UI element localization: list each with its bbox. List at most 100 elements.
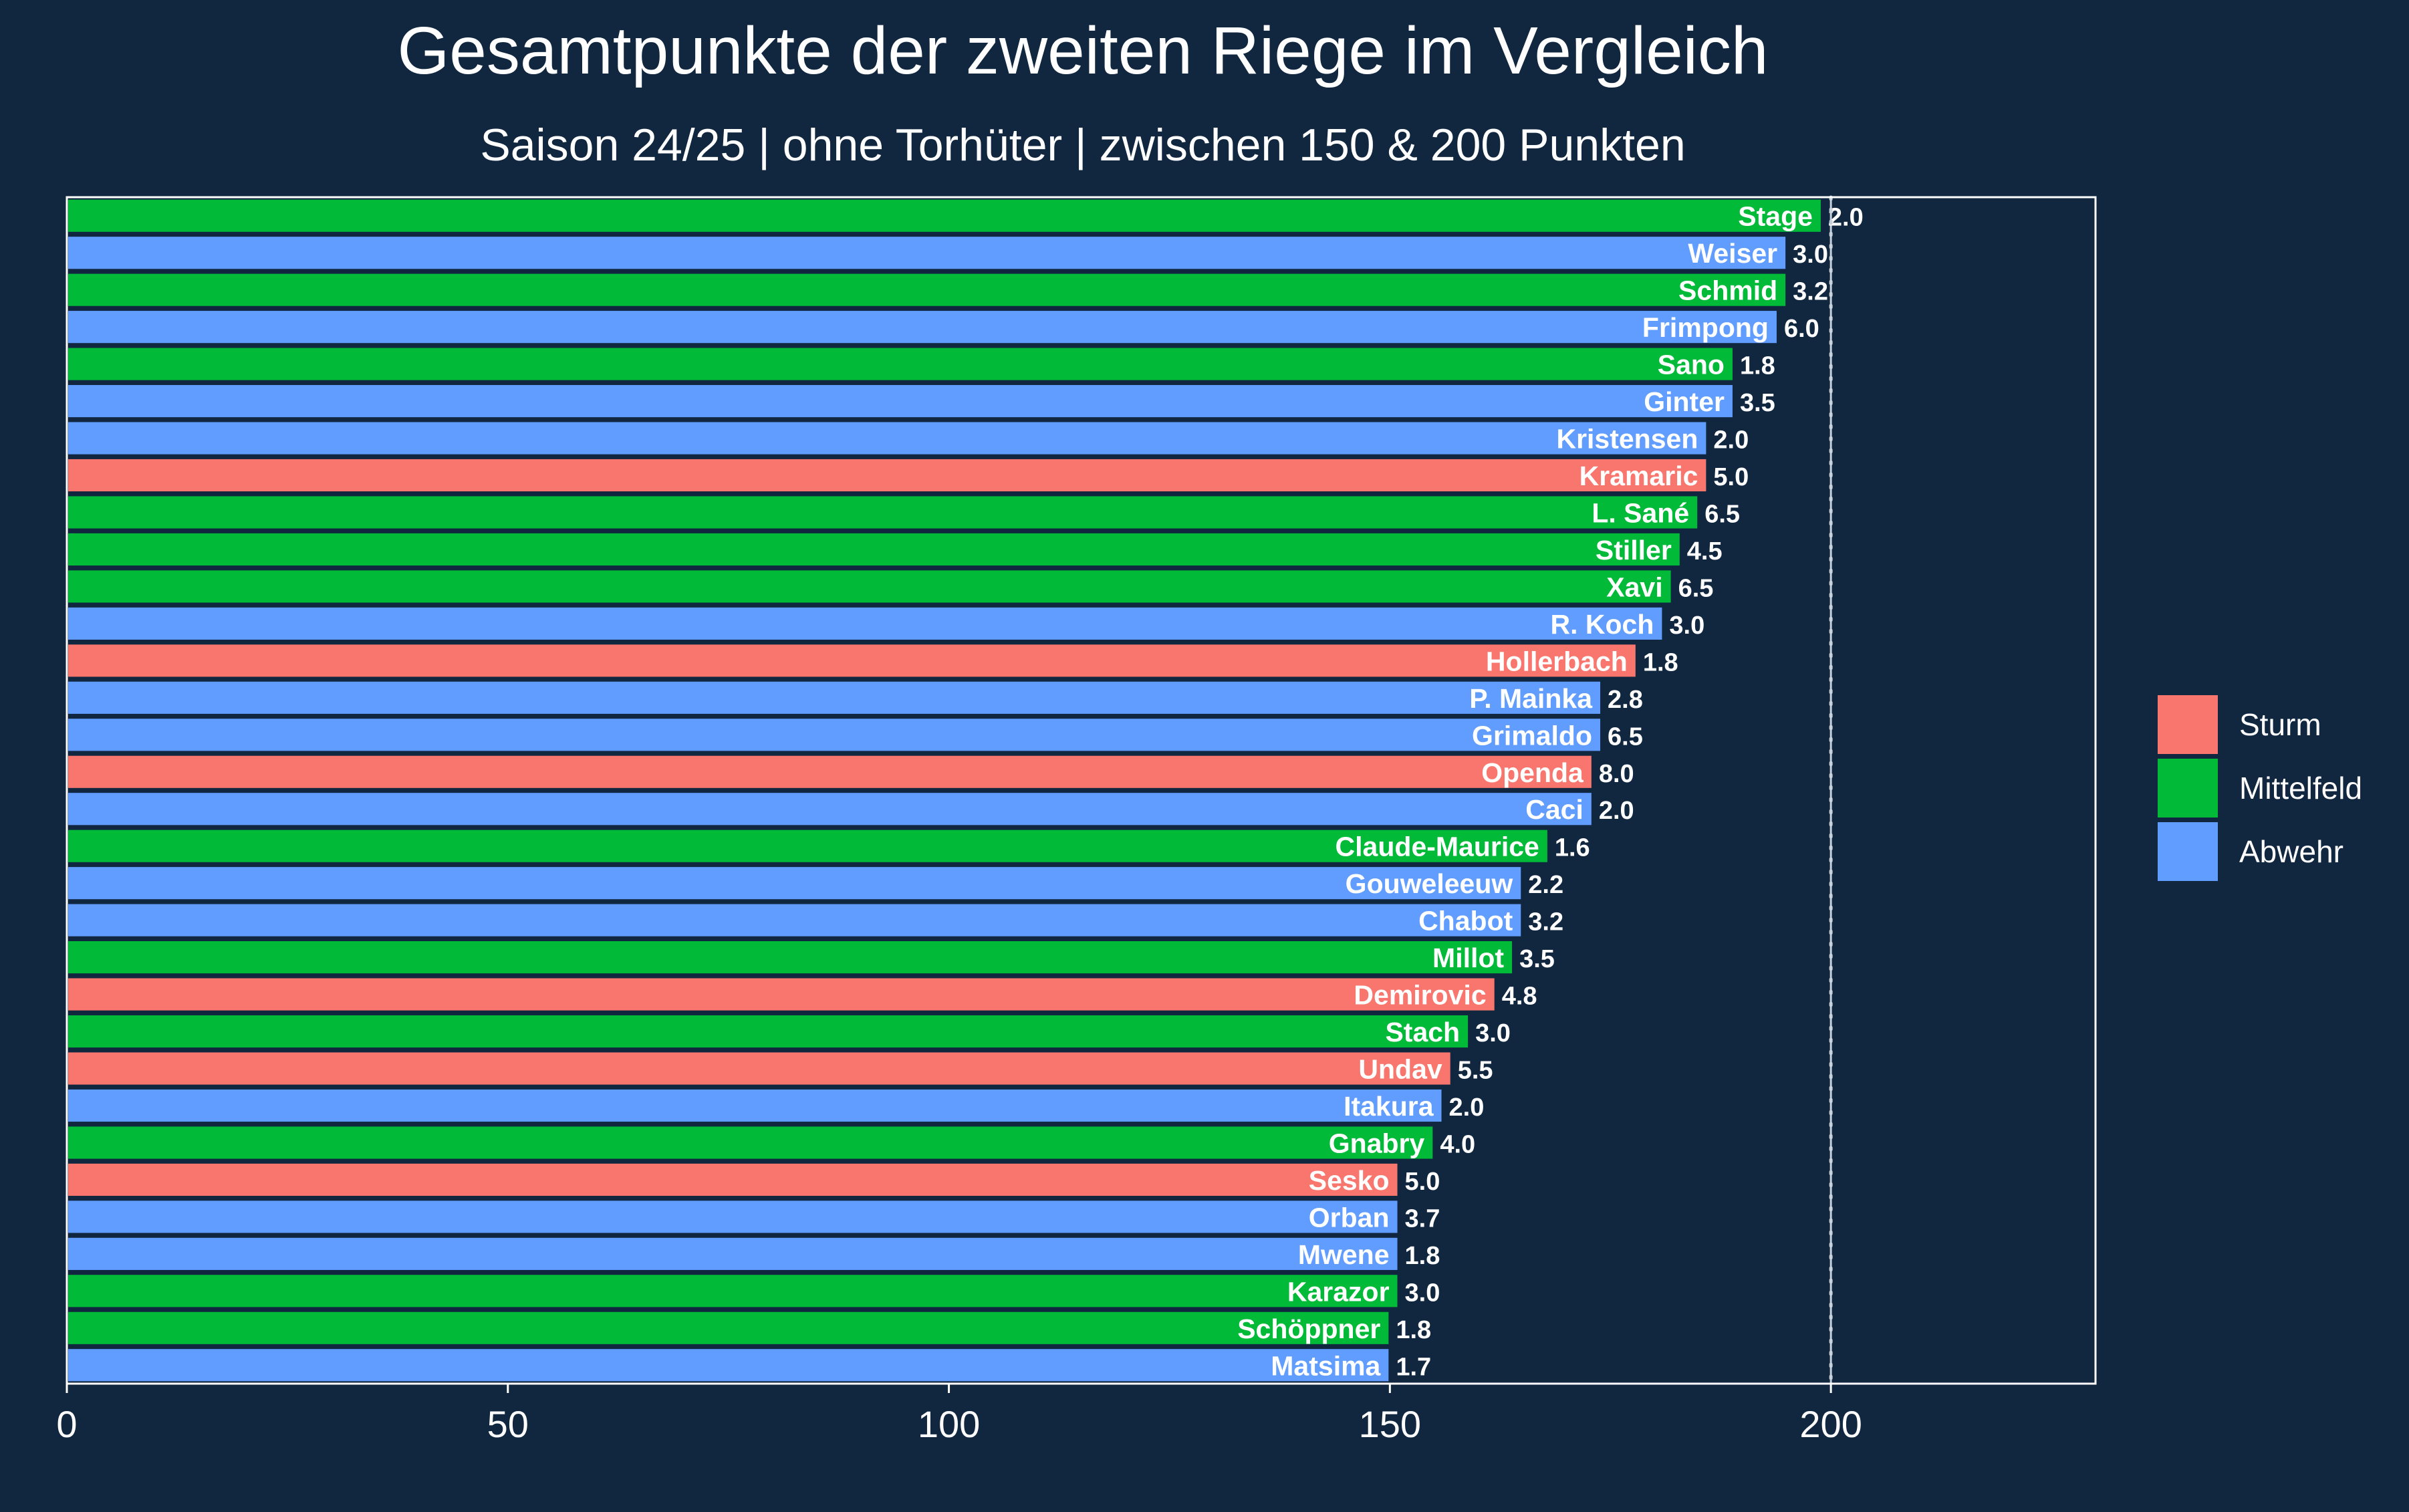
bar bbox=[66, 716, 1604, 754]
bar-player-label: R. Koch bbox=[1551, 609, 1654, 640]
bar-player-label: Grimaldo bbox=[1472, 720, 1592, 751]
bar-value-label: 6.5 bbox=[1678, 574, 1714, 602]
legend-swatch bbox=[2158, 759, 2218, 817]
bar-value-label: 3.0 bbox=[1405, 1279, 1440, 1307]
bar-player-label: Ginter bbox=[1644, 386, 1725, 417]
bar-value-label: 5.0 bbox=[1405, 1168, 1440, 1196]
bar-player-label: Stach bbox=[1385, 1017, 1460, 1047]
legend-label: Mittelfeld bbox=[2239, 771, 2362, 805]
bar-player-label: Sesko bbox=[1309, 1165, 1390, 1196]
legend-swatch bbox=[2158, 822, 2218, 881]
bar-player-label: Caci bbox=[1525, 794, 1583, 825]
bar bbox=[66, 345, 1735, 383]
bar-player-label: Schmid bbox=[1678, 275, 1777, 306]
bar bbox=[66, 382, 1735, 420]
x-tick-label: 100 bbox=[918, 1403, 980, 1445]
bar bbox=[66, 1309, 1392, 1347]
legend-label: Abwehr bbox=[2239, 834, 2343, 869]
bar bbox=[66, 1235, 1400, 1273]
bar-value-label: 4.0 bbox=[1440, 1130, 1475, 1158]
bar-value-label: 5.5 bbox=[1458, 1057, 1493, 1085]
bar-value-label: 6.0 bbox=[1784, 315, 1819, 343]
bar-player-label: Karazor bbox=[1287, 1276, 1390, 1307]
bar bbox=[66, 1346, 1392, 1384]
legend-swatch bbox=[2158, 695, 2218, 754]
bar-player-label: L. Sané bbox=[1592, 497, 1689, 528]
bar bbox=[66, 938, 1515, 977]
bar bbox=[66, 1049, 1453, 1088]
x-tick-label: 200 bbox=[1799, 1403, 1862, 1445]
bar-player-label: Mwene bbox=[1298, 1239, 1390, 1270]
bar-value-label: 3.7 bbox=[1405, 1205, 1440, 1233]
bar-value-label: 2.2 bbox=[1528, 871, 1563, 899]
bar-player-label: Orban bbox=[1309, 1202, 1390, 1233]
bar bbox=[66, 419, 1709, 457]
bar-player-label: Weiser bbox=[1688, 238, 1777, 269]
bar-player-label: Matsima bbox=[1271, 1350, 1381, 1381]
bar-value-label: 1.6 bbox=[1555, 834, 1590, 862]
bar-value-label: 3.0 bbox=[1793, 241, 1828, 269]
bar bbox=[66, 271, 1789, 309]
x-tick-label: 150 bbox=[1359, 1403, 1421, 1445]
bar bbox=[66, 197, 1823, 235]
chart-title: Gesamtpunkte der zweiten Riege im Vergle… bbox=[397, 13, 1768, 88]
bar bbox=[66, 1272, 1400, 1310]
bar-value-label: 3.2 bbox=[1793, 278, 1828, 306]
bar bbox=[66, 493, 1700, 531]
bar-value-label: 4.8 bbox=[1502, 983, 1537, 1011]
bar-player-label: Stiller bbox=[1596, 535, 1672, 565]
bar bbox=[66, 1012, 1471, 1051]
bar bbox=[66, 1198, 1400, 1236]
bar bbox=[66, 864, 1524, 902]
bar bbox=[66, 753, 1594, 791]
bar-value-label: 2.0 bbox=[1599, 797, 1634, 825]
bar-player-label: P. Mainka bbox=[1469, 683, 1593, 714]
bar-player-label: Sano bbox=[1658, 350, 1725, 380]
bar bbox=[66, 1086, 1444, 1125]
bar bbox=[66, 456, 1709, 495]
legend: Sturm Mittelfeld Abwehr bbox=[2158, 695, 2362, 881]
bar bbox=[66, 308, 1779, 346]
bar-value-label: 1.8 bbox=[1405, 1242, 1440, 1270]
bar bbox=[66, 530, 1682, 569]
bar bbox=[66, 790, 1594, 828]
bar-player-label: Itakura bbox=[1344, 1091, 1434, 1122]
bar-player-label: Kramaric bbox=[1579, 461, 1698, 491]
bar-value-label: 3.5 bbox=[1740, 389, 1775, 417]
bar-player-label: Gnabry bbox=[1329, 1128, 1425, 1158]
bar bbox=[66, 568, 1674, 606]
bar-player-label: Hollerbach bbox=[1486, 646, 1628, 676]
bar-player-label: Openda bbox=[1481, 757, 1584, 788]
bar bbox=[66, 234, 1789, 272]
bar-player-label: Xavi bbox=[1606, 572, 1662, 602]
bar-player-label: Schöppner bbox=[1237, 1313, 1380, 1344]
bar bbox=[66, 827, 1550, 865]
bar-value-label: 6.5 bbox=[1704, 500, 1740, 528]
bar-value-label: 2.8 bbox=[1608, 686, 1643, 714]
bar-player-label: Kristensen bbox=[1556, 424, 1698, 455]
bar-value-label: 2.0 bbox=[1449, 1094, 1485, 1122]
bar-player-label: Gouweleeuw bbox=[1346, 868, 1513, 899]
plot-border bbox=[66, 196, 2097, 1385]
bar-value-label: 8.0 bbox=[1599, 760, 1634, 788]
bar bbox=[66, 901, 1524, 939]
bar-value-label: 3.0 bbox=[1475, 1019, 1511, 1047]
bar-player-label: Chabot bbox=[1418, 906, 1513, 936]
bar-value-label: 3.2 bbox=[1528, 908, 1563, 936]
bar-player-label: Frimpong bbox=[1642, 312, 1769, 343]
bar bbox=[66, 604, 1665, 642]
bar-player-label: Demirovic bbox=[1354, 980, 1486, 1011]
bar bbox=[66, 678, 1604, 717]
bar-value-label: 6.5 bbox=[1608, 723, 1643, 751]
bar-player-label: Millot bbox=[1432, 942, 1504, 973]
bar-value-label: 1.8 bbox=[1740, 352, 1775, 380]
bar-player-label: Stage bbox=[1738, 201, 1813, 232]
bar-value-label: 1.8 bbox=[1396, 1316, 1431, 1344]
x-tick-label: 0 bbox=[56, 1403, 77, 1445]
plot-area: Stage 2.0 Weiser 3.0 Schmid 3.2 Frimpong 6.0 San… bbox=[56, 195, 2097, 1445]
legend-label: Sturm bbox=[2239, 707, 2321, 742]
bar bbox=[66, 1124, 1436, 1162]
bar-value-label: 1.8 bbox=[1643, 648, 1678, 676]
bar-value-label: 2.0 bbox=[1828, 204, 1864, 232]
